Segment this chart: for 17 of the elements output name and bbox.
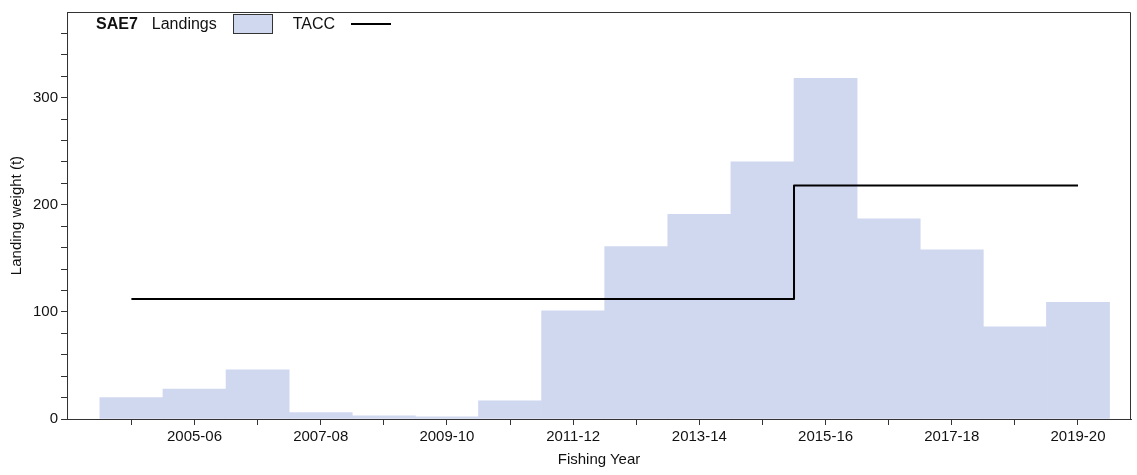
x-tick-label: 2007-08 (293, 427, 349, 445)
legend-label: Landings (151, 15, 217, 33)
x-axis-title: Fishing Year (557, 450, 641, 468)
x-tick-label: 2005-06 (166, 427, 223, 445)
legend-label: TACC (292, 15, 336, 33)
x-tick-label: 2009-10 (419, 427, 475, 445)
x-tick-label: 2013-14 (671, 427, 727, 445)
x-tick-label: 2015-16 (798, 427, 854, 445)
chart-title: SAE7 (96, 15, 138, 33)
y-tick-label: 0 (49, 409, 59, 427)
y-tick-label: 300 (33, 87, 59, 105)
y-axis-title: Landing weight (t) (7, 155, 25, 276)
y-tick-label: 100 (33, 302, 59, 320)
y-tick-label: 200 (33, 194, 59, 212)
x-tick-label: 2019-20 (1050, 427, 1106, 445)
x-tick-label: 2017-18 (924, 427, 980, 445)
x-tick-label: 2011-12 (546, 427, 601, 445)
